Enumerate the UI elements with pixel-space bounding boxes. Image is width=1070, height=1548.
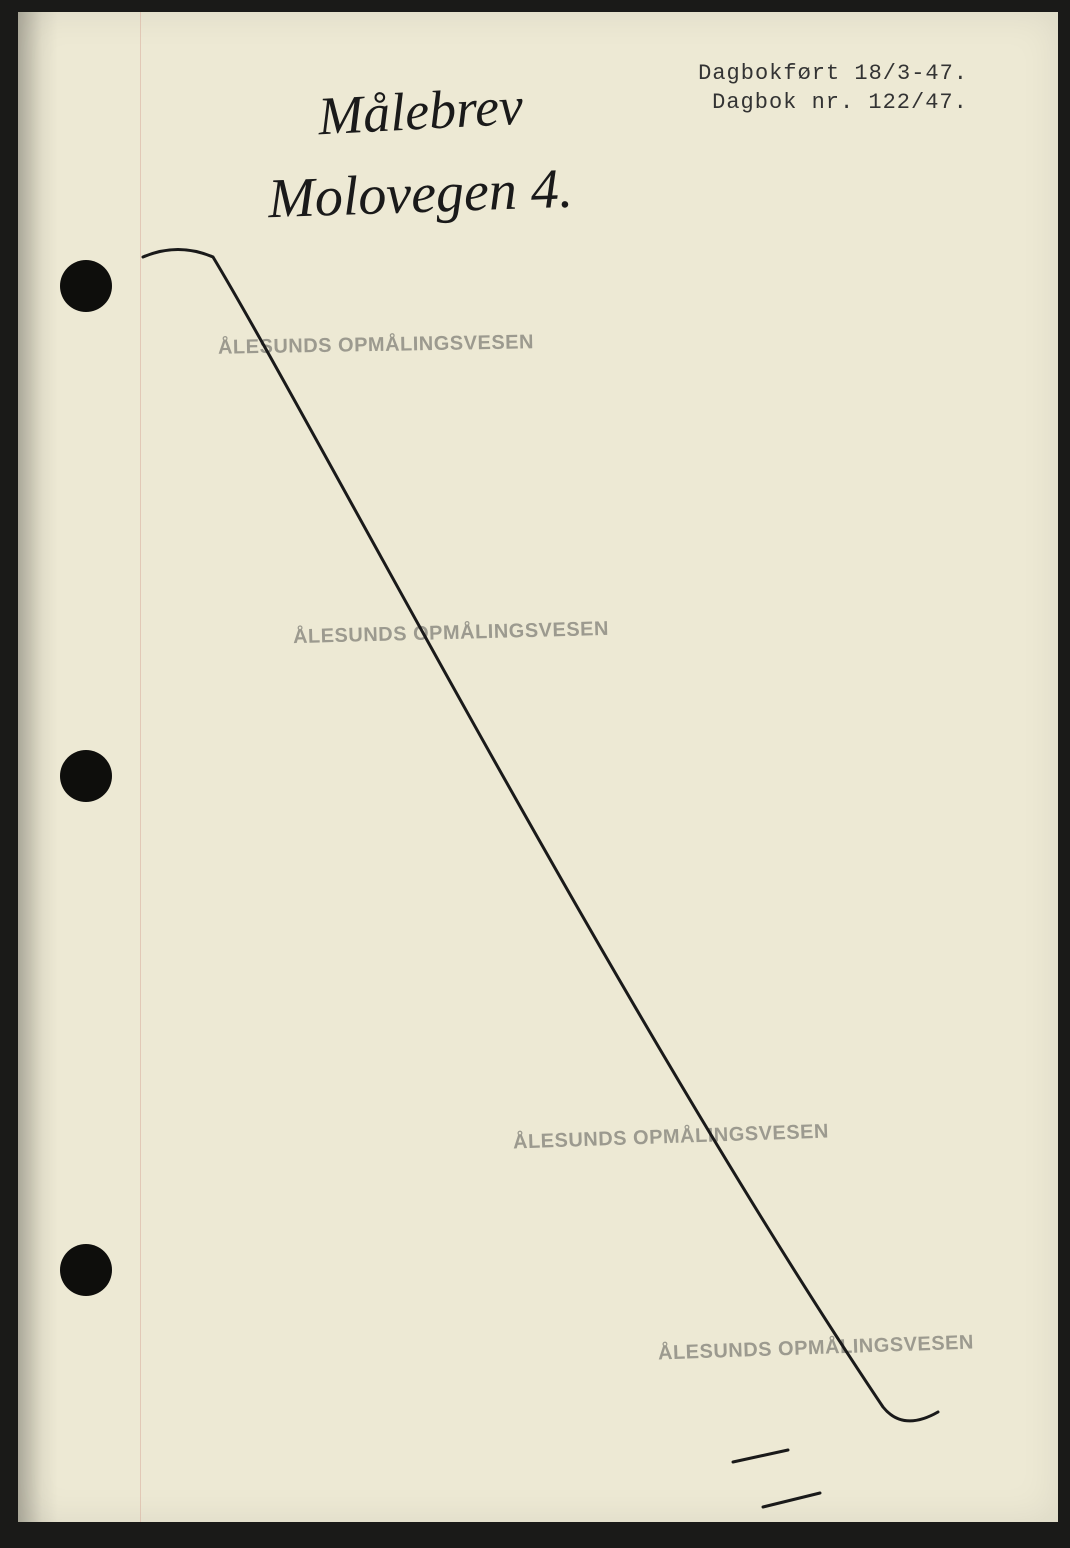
punch-hole <box>60 750 112 802</box>
punch-hole <box>60 260 112 312</box>
tick-mark <box>733 1450 788 1462</box>
agency-stamp: ÅLESUNDS OPMÅLINGSVESEN <box>658 1331 975 1365</box>
tick-mark <box>763 1493 820 1507</box>
punch-hole <box>60 1244 112 1296</box>
margin-rule-line <box>140 12 141 1522</box>
binding-shadow <box>18 12 58 1522</box>
agency-stamp: ÅLESUNDS OPMÅLINGSVESEN <box>218 331 534 360</box>
document-page: Dagbokført 18/3-47. Dagbok nr. 122/47. M… <box>18 12 1058 1522</box>
handwritten-title-1: Målebrev <box>317 75 525 148</box>
diagonal-path <box>143 250 938 1421</box>
handwritten-title-2: Molovegen 4. <box>267 157 574 232</box>
strike-through-line <box>18 12 1070 1548</box>
agency-stamp: ÅLESUNDS OPMÅLINGSVESEN <box>513 1120 830 1154</box>
typed-header: Dagbokført 18/3-47. Dagbok nr. 122/47. <box>698 60 968 117</box>
header-line-1: Dagbokført 18/3-47. <box>698 60 968 89</box>
agency-stamp: ÅLESUNDS OPMÅLINGSVESEN <box>293 618 609 649</box>
header-line-2: Dagbok nr. 122/47. <box>698 89 968 118</box>
